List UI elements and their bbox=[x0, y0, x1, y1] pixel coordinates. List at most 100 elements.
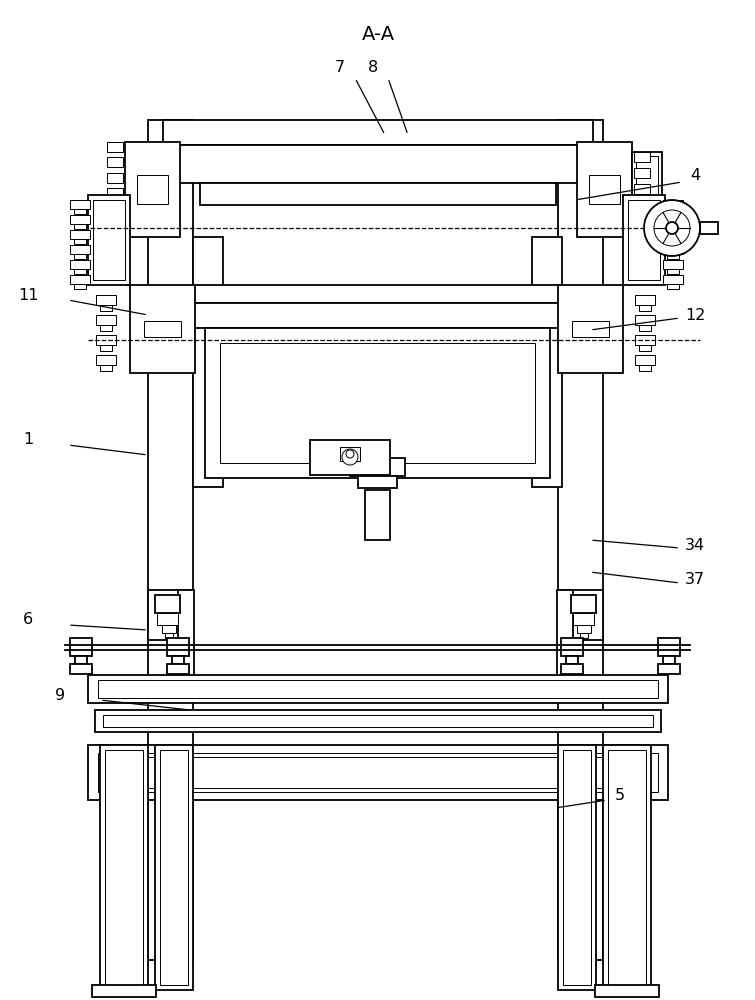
Bar bbox=[561, 664, 583, 674]
Bar bbox=[634, 152, 650, 162]
Bar bbox=[635, 355, 655, 365]
Circle shape bbox=[644, 200, 700, 256]
Bar bbox=[70, 215, 90, 224]
Bar bbox=[635, 295, 655, 305]
Bar bbox=[178, 145, 578, 183]
Bar bbox=[70, 664, 92, 674]
Bar bbox=[667, 269, 679, 274]
Bar bbox=[107, 220, 123, 230]
Text: 1: 1 bbox=[23, 432, 33, 448]
Bar bbox=[70, 638, 92, 656]
Bar bbox=[563, 595, 598, 635]
Text: 4: 4 bbox=[690, 167, 700, 182]
Bar bbox=[634, 232, 650, 242]
Bar bbox=[580, 145, 629, 175]
Bar bbox=[105, 750, 143, 985]
Bar bbox=[558, 590, 603, 640]
Bar bbox=[663, 245, 683, 254]
Bar bbox=[571, 595, 596, 613]
Bar bbox=[358, 476, 397, 488]
Bar bbox=[88, 675, 668, 703]
Bar bbox=[163, 120, 593, 145]
Circle shape bbox=[346, 450, 354, 458]
Bar bbox=[350, 458, 405, 476]
Bar bbox=[370, 495, 385, 535]
Bar bbox=[98, 753, 658, 792]
Bar bbox=[88, 195, 130, 285]
Bar bbox=[563, 125, 598, 955]
Bar bbox=[580, 633, 588, 638]
Bar bbox=[589, 175, 620, 204]
Bar bbox=[155, 595, 180, 613]
Bar bbox=[658, 638, 680, 656]
Bar bbox=[636, 156, 658, 226]
Bar bbox=[639, 365, 651, 371]
Bar bbox=[667, 224, 679, 229]
Bar bbox=[663, 260, 683, 269]
Bar bbox=[106, 757, 650, 788]
Bar bbox=[558, 120, 603, 960]
Bar bbox=[130, 285, 195, 373]
Bar bbox=[199, 289, 557, 299]
Text: 37: 37 bbox=[685, 572, 705, 587]
Bar bbox=[200, 183, 556, 205]
Bar bbox=[74, 269, 86, 274]
Bar bbox=[623, 195, 665, 285]
Bar bbox=[93, 200, 125, 280]
Bar bbox=[98, 680, 658, 698]
Circle shape bbox=[654, 210, 690, 246]
Bar bbox=[75, 656, 87, 664]
Bar bbox=[700, 222, 718, 234]
Bar bbox=[107, 188, 123, 198]
Bar bbox=[634, 200, 650, 210]
Bar bbox=[634, 184, 650, 194]
Bar bbox=[74, 284, 86, 289]
Bar bbox=[558, 285, 623, 373]
Text: 6: 6 bbox=[23, 612, 33, 628]
Bar bbox=[208, 189, 548, 199]
Bar bbox=[148, 120, 193, 960]
Bar bbox=[74, 224, 86, 229]
Bar bbox=[635, 315, 655, 325]
Bar bbox=[157, 613, 178, 625]
Bar bbox=[107, 173, 123, 183]
Text: 7: 7 bbox=[335, 60, 345, 76]
Bar bbox=[193, 285, 563, 303]
Bar bbox=[100, 325, 112, 331]
Bar bbox=[162, 625, 176, 633]
Text: 11: 11 bbox=[18, 288, 39, 302]
Bar bbox=[365, 490, 390, 540]
Bar bbox=[165, 633, 173, 638]
Bar bbox=[220, 343, 535, 463]
Bar bbox=[667, 254, 679, 259]
Bar bbox=[663, 200, 683, 209]
Bar bbox=[663, 215, 683, 224]
Bar bbox=[663, 275, 683, 284]
Bar bbox=[658, 664, 680, 674]
Bar bbox=[193, 237, 223, 487]
Bar bbox=[107, 204, 123, 214]
Bar bbox=[74, 209, 86, 214]
Bar bbox=[577, 625, 591, 633]
Bar bbox=[595, 985, 659, 997]
Bar bbox=[667, 209, 679, 214]
Bar bbox=[155, 745, 193, 990]
Bar bbox=[608, 750, 646, 985]
Bar bbox=[178, 590, 194, 680]
Bar bbox=[100, 365, 112, 371]
Bar bbox=[193, 303, 563, 328]
Bar bbox=[148, 590, 193, 640]
Bar bbox=[564, 291, 617, 321]
Text: 34: 34 bbox=[685, 538, 705, 552]
Text: 8: 8 bbox=[368, 60, 378, 76]
Bar bbox=[74, 254, 86, 259]
Bar bbox=[634, 216, 650, 226]
Bar bbox=[171, 125, 585, 140]
Bar bbox=[144, 321, 181, 337]
Bar bbox=[573, 613, 594, 625]
Bar bbox=[557, 590, 573, 680]
Bar bbox=[563, 750, 591, 985]
Bar bbox=[603, 745, 651, 990]
Bar bbox=[70, 230, 90, 239]
Bar bbox=[635, 335, 655, 345]
